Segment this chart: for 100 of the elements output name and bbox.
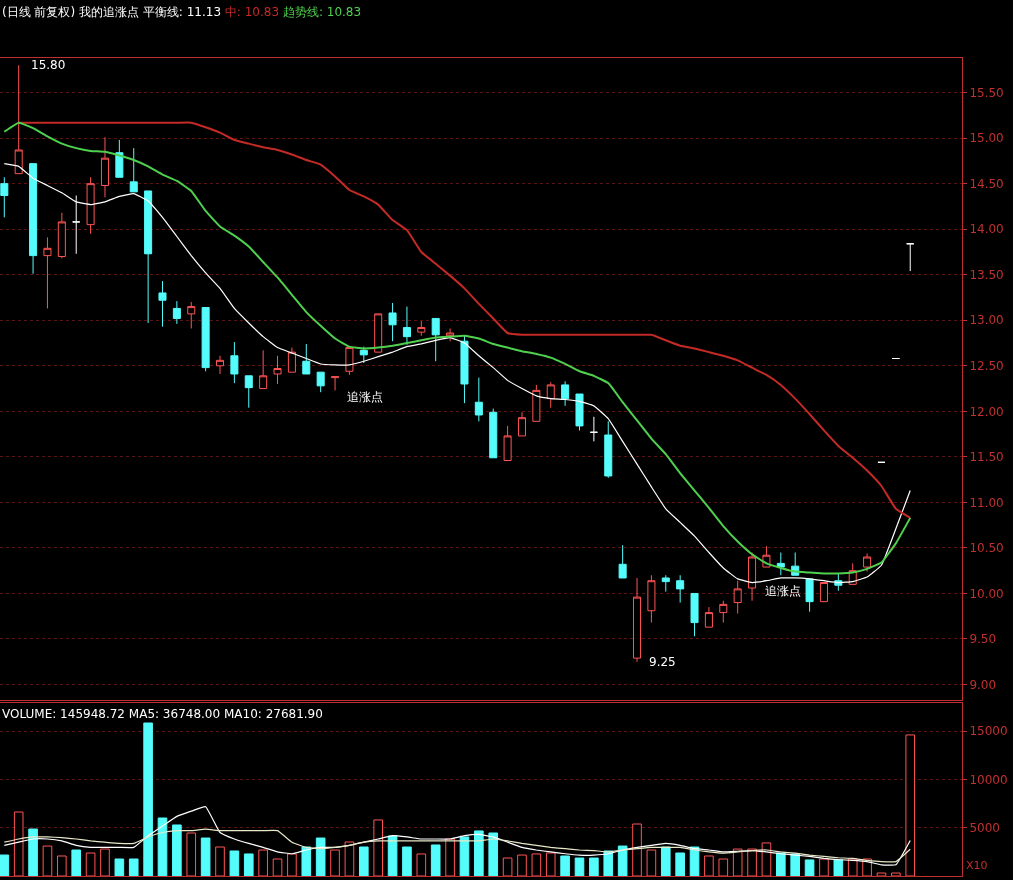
bar bbox=[128, 858, 139, 876]
candlestick bbox=[72, 195, 81, 255]
bar bbox=[100, 848, 110, 876]
candlestick bbox=[604, 420, 613, 479]
bar bbox=[258, 849, 268, 876]
candlestick bbox=[374, 313, 383, 353]
bar bbox=[574, 857, 585, 876]
bar bbox=[905, 734, 916, 876]
bar bbox=[186, 832, 197, 876]
bar bbox=[747, 848, 757, 876]
candlestick bbox=[748, 551, 757, 602]
candlestick bbox=[187, 301, 196, 329]
bar bbox=[876, 872, 887, 876]
candlestick bbox=[661, 574, 670, 593]
candlestick bbox=[57, 212, 66, 259]
bar bbox=[272, 858, 283, 876]
bar bbox=[704, 855, 714, 876]
y-tick-label: 13.50 bbox=[969, 267, 1004, 282]
bar bbox=[517, 854, 527, 876]
bar bbox=[560, 855, 570, 876]
annotation: 追涨点 bbox=[347, 390, 383, 404]
candlestick bbox=[819, 582, 828, 603]
candlestick bbox=[331, 376, 340, 391]
bar bbox=[445, 838, 455, 876]
bar bbox=[488, 832, 499, 876]
candlestick bbox=[575, 393, 584, 431]
candlestick bbox=[431, 317, 440, 362]
bar bbox=[646, 849, 657, 876]
bar bbox=[301, 846, 312, 876]
bar bbox=[531, 853, 542, 876]
candlestick bbox=[690, 592, 699, 637]
candlestick bbox=[172, 300, 181, 325]
bar bbox=[114, 858, 125, 876]
chart-title: (日线 前复权) 我的追涨点 bbox=[2, 5, 139, 19]
bar bbox=[387, 835, 398, 876]
candlestick bbox=[733, 580, 742, 614]
candlestick bbox=[129, 147, 138, 193]
candlestick bbox=[517, 411, 527, 437]
candlestick bbox=[345, 347, 354, 376]
candlestick bbox=[676, 574, 685, 604]
bar bbox=[287, 853, 297, 876]
annotation: 9.25 bbox=[649, 655, 676, 669]
candlestick bbox=[647, 574, 656, 624]
y-tick-label: 9.00 bbox=[969, 677, 997, 692]
candlestick bbox=[503, 425, 512, 461]
annotation: 追涨点 bbox=[765, 584, 801, 598]
bar bbox=[819, 858, 829, 876]
y-tick-label: 11.50 bbox=[969, 450, 1004, 465]
bar bbox=[632, 823, 642, 876]
candlestick bbox=[719, 600, 728, 624]
bar bbox=[790, 853, 801, 876]
candlestick bbox=[532, 384, 541, 422]
bar bbox=[847, 858, 858, 876]
bar bbox=[718, 858, 729, 876]
bar bbox=[776, 852, 786, 876]
candlestick bbox=[158, 280, 167, 328]
candlestick bbox=[704, 606, 713, 628]
candlestick bbox=[43, 236, 52, 309]
y-tick-label: 5000 bbox=[969, 820, 1000, 835]
bar bbox=[330, 849, 340, 876]
text: 趋势线: 10.83 bbox=[282, 5, 362, 19]
bar bbox=[732, 848, 743, 876]
bar bbox=[243, 853, 254, 876]
candlestick bbox=[863, 552, 872, 573]
y-tick-label: 11.00 bbox=[969, 495, 1004, 510]
line-series bbox=[3, 806, 911, 866]
bar bbox=[545, 852, 556, 876]
candlestick bbox=[29, 163, 38, 275]
bar bbox=[200, 837, 211, 876]
y-tick-label: 14.50 bbox=[969, 176, 1004, 191]
candlestick bbox=[589, 416, 598, 442]
candlestick bbox=[144, 190, 153, 324]
bar bbox=[689, 846, 700, 876]
bar bbox=[215, 846, 225, 876]
candlestick bbox=[402, 306, 411, 346]
bar bbox=[71, 849, 82, 876]
candlestick bbox=[546, 381, 555, 409]
candlestick bbox=[215, 355, 225, 375]
y-tick-label: 14.00 bbox=[969, 222, 1004, 237]
bar bbox=[373, 819, 383, 876]
bar bbox=[13, 811, 24, 876]
bar bbox=[0, 854, 10, 876]
candlestick bbox=[388, 302, 397, 342]
text: X10 bbox=[966, 859, 988, 872]
candlestick bbox=[0, 176, 9, 218]
y-tick-label: 10.00 bbox=[969, 586, 1004, 601]
y-tick-label: 15.50 bbox=[969, 85, 1004, 100]
text: 平衡线: 11.13 bbox=[142, 5, 222, 19]
candlestick bbox=[776, 551, 785, 576]
candlestick bbox=[230, 341, 239, 384]
y-tick-label: 9.50 bbox=[969, 632, 997, 647]
candlestick bbox=[316, 371, 325, 393]
candlestick bbox=[805, 578, 814, 613]
bar bbox=[143, 722, 153, 876]
bar bbox=[57, 855, 67, 876]
bar bbox=[804, 859, 815, 876]
text: 中: 10.83 bbox=[224, 5, 280, 19]
y-tick-label: 15000 bbox=[969, 724, 1008, 739]
candlestick bbox=[561, 380, 570, 407]
candlestick bbox=[489, 408, 498, 459]
